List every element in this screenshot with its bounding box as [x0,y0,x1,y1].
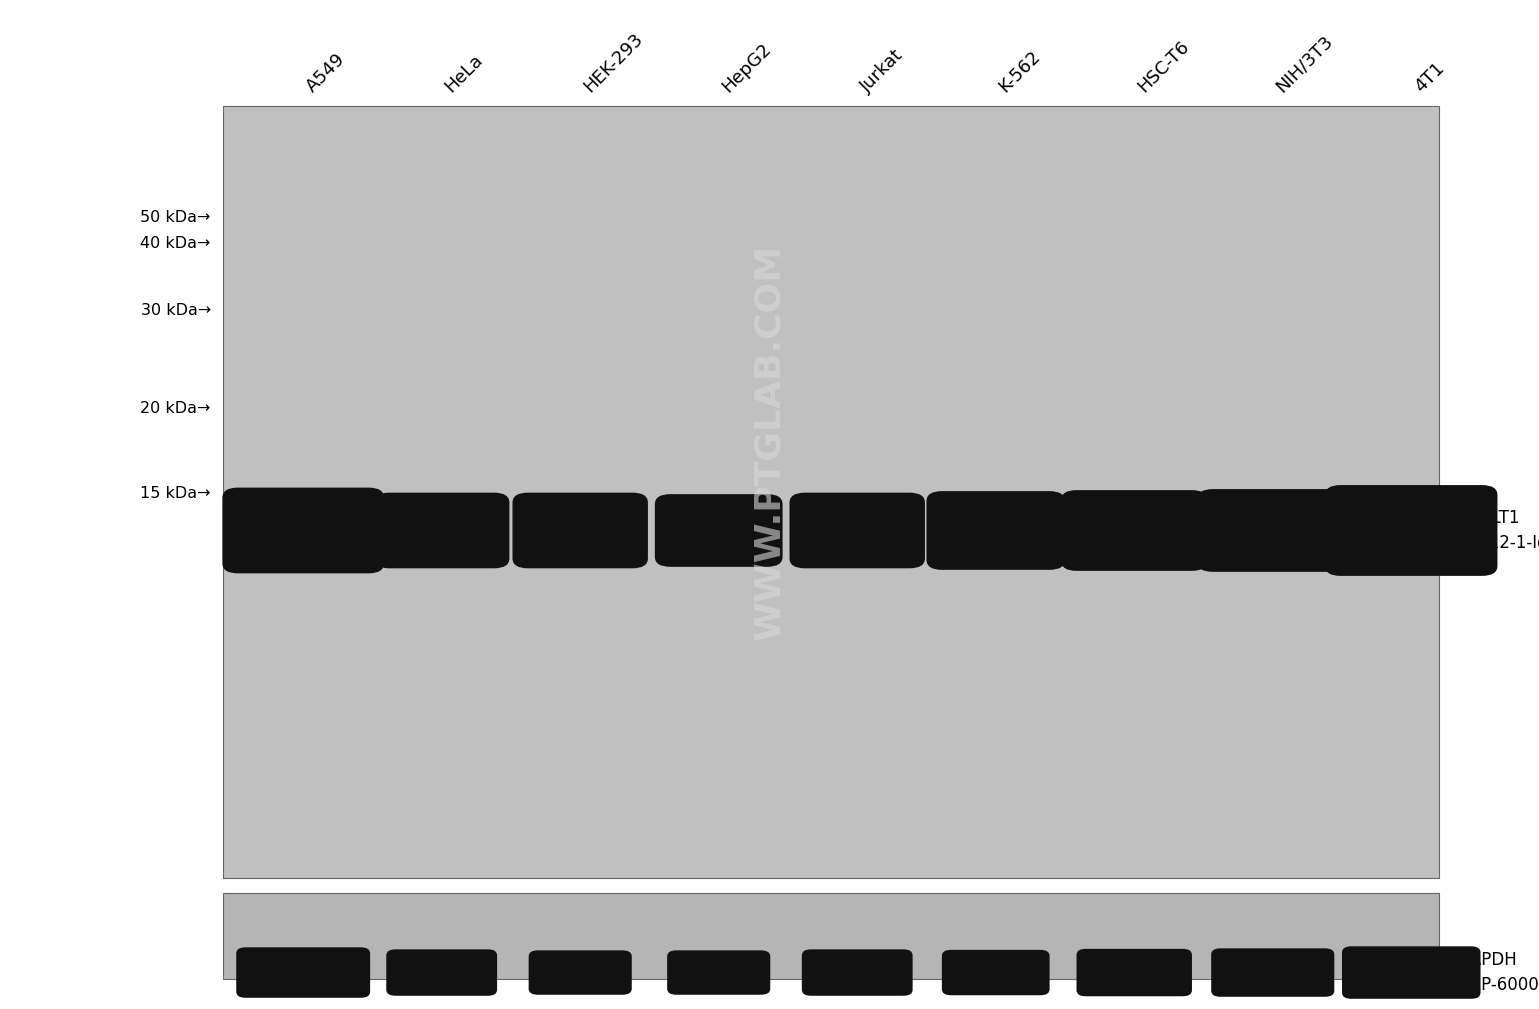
FancyBboxPatch shape [386,949,497,996]
FancyBboxPatch shape [1077,948,1191,996]
FancyBboxPatch shape [656,494,782,567]
FancyBboxPatch shape [1211,948,1334,997]
FancyBboxPatch shape [666,950,770,995]
FancyBboxPatch shape [223,106,1439,878]
Text: HEK-293: HEK-293 [580,29,646,96]
Text: Jurkat: Jurkat [857,46,906,96]
Text: 40 kDa→: 40 kDa→ [140,236,211,251]
Text: NIH/3T3: NIH/3T3 [1273,32,1337,96]
FancyBboxPatch shape [529,950,631,995]
FancyBboxPatch shape [1342,946,1481,999]
Text: GAPDH
HRP-60004: GAPDH HRP-60004 [1457,951,1539,994]
Text: WWW.PTGLAB.COM: WWW.PTGLAB.COM [753,243,786,640]
Text: HSC-T6: HSC-T6 [1134,37,1193,96]
Text: 30 kDa→: 30 kDa→ [140,303,211,318]
FancyBboxPatch shape [1060,490,1207,571]
FancyBboxPatch shape [223,893,1439,979]
Text: K-562: K-562 [996,47,1045,96]
Text: 15 kDa→: 15 kDa→ [140,486,211,500]
FancyBboxPatch shape [235,947,369,998]
FancyBboxPatch shape [374,492,509,568]
Text: HepG2: HepG2 [719,39,776,96]
FancyBboxPatch shape [802,949,913,996]
Text: HeLa: HeLa [442,50,486,96]
Text: 50 kDa→: 50 kDa→ [140,210,211,225]
FancyBboxPatch shape [926,491,1065,570]
Text: A549: A549 [303,50,349,96]
FancyBboxPatch shape [790,492,925,568]
FancyBboxPatch shape [512,492,648,568]
FancyBboxPatch shape [942,949,1050,995]
FancyBboxPatch shape [1325,485,1497,576]
FancyBboxPatch shape [1197,489,1348,572]
Text: 4T1: 4T1 [1411,60,1448,96]
Text: DYNLT1
68312-1-Ig: DYNLT1 68312-1-Ig [1457,509,1539,552]
FancyBboxPatch shape [222,487,383,573]
Text: 20 kDa→: 20 kDa→ [140,401,211,416]
